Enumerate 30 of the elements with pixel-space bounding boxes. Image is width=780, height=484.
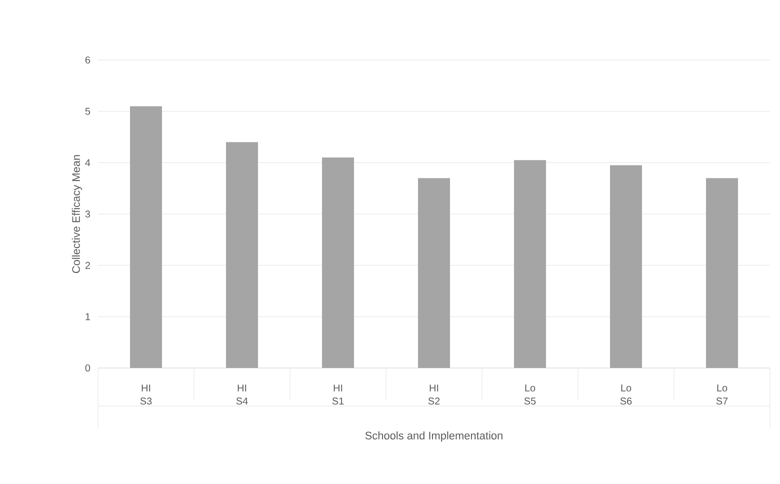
x-axis-title: Schools and Implementation xyxy=(365,431,502,442)
y-tick-label: 4 xyxy=(85,159,90,166)
text: Lo xyxy=(717,384,728,392)
y-tick-label: 2 xyxy=(85,262,90,269)
bar xyxy=(418,178,450,368)
x-tick-label: S4 xyxy=(236,398,248,405)
bar xyxy=(610,165,642,368)
x-tick-label: S7 xyxy=(716,398,728,405)
text: Lo xyxy=(525,384,536,392)
text: HI xyxy=(334,384,342,392)
text: Lo xyxy=(621,384,632,392)
x-tick-label: S3 xyxy=(140,398,152,405)
x-tick-label: S1 xyxy=(332,398,344,405)
x-tick-label: S2 xyxy=(428,398,440,405)
bar xyxy=(322,158,354,368)
bar xyxy=(226,142,258,368)
text: HI xyxy=(238,384,246,392)
bar xyxy=(706,178,738,368)
x-tick-label: S6 xyxy=(620,398,632,405)
y-tick-label: 0 xyxy=(85,364,90,372)
text: HI xyxy=(430,384,438,392)
y-tick-label: 6 xyxy=(85,56,90,64)
y-tick-label: 3 xyxy=(85,210,90,218)
bar xyxy=(130,106,162,368)
y-tick-label: 5 xyxy=(85,108,90,115)
x-tick-label: S5 xyxy=(524,398,536,405)
bar xyxy=(514,160,546,368)
y-axis-title: Collective Efficacy Mean xyxy=(72,155,82,274)
text: HI xyxy=(142,384,150,392)
y-tick-label: 1 xyxy=(86,313,90,320)
